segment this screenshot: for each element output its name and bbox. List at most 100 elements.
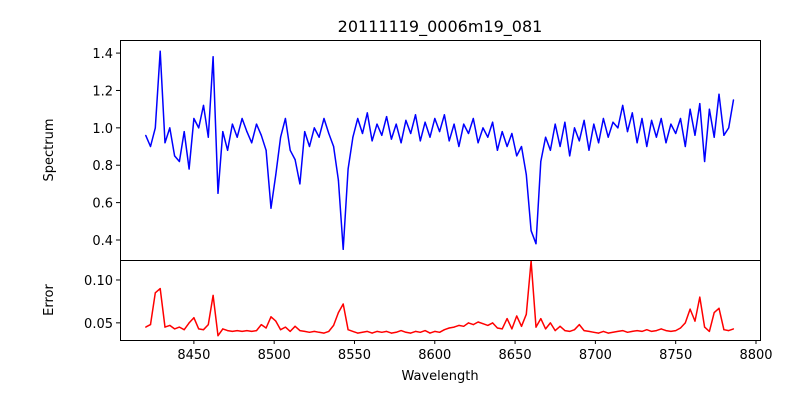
error-data-point: [217, 335, 219, 337]
spectrum-data-point: [641, 117, 643, 120]
error-data-point: [607, 332, 609, 334]
spectrum-data-point: [487, 136, 489, 138]
spectrum-data-point: [410, 132, 412, 135]
error-data-point: [164, 326, 166, 328]
spectrum-data-point: [202, 104, 205, 107]
error-data-point: [270, 316, 272, 318]
spectrum-data-point: [294, 159, 296, 161]
spectrum-data-point: [491, 121, 494, 123]
error-data-point: [448, 327, 450, 329]
spectrum-data-point: [390, 138, 393, 140]
spectrum-data-point: [482, 127, 484, 129]
error-data-point: [169, 324, 171, 327]
error-data-point: [458, 324, 460, 327]
spectrum-data-point: [544, 136, 547, 138]
spectrum-data-point: [496, 149, 499, 151]
error-data-point: [641, 330, 643, 333]
spectrum-data-point: [251, 142, 253, 144]
error-data-point: [390, 332, 393, 334]
spectrum-data-point: [333, 145, 335, 148]
error-data-point: [535, 326, 537, 328]
spectrum-data-point: [429, 136, 431, 138]
spectrum-data-point: [540, 160, 542, 163]
error-data-point: [366, 330, 368, 333]
spectrum-data-point: [559, 145, 561, 148]
spectrum-data-point: [593, 123, 595, 125]
error-data-point: [231, 330, 234, 333]
spectrum-data-point: [405, 119, 407, 121]
error-data-point: [487, 324, 489, 327]
error-data-point: [472, 323, 474, 326]
spectrum-y-tick-label: 0.8: [92, 159, 113, 174]
spectrum-data-point: [212, 56, 214, 58]
error-data-point: [193, 317, 195, 319]
error-data-point: [723, 329, 725, 331]
error-data-point: [544, 328, 547, 330]
x-tick-label: 8750: [659, 348, 692, 363]
error-data-point: [699, 296, 701, 298]
x-tick-label: 8700: [579, 348, 612, 363]
error-data-point: [694, 320, 696, 322]
spectrum-data-point: [703, 160, 706, 163]
spectrum-data-point: [414, 114, 417, 116]
spectrum-data-point: [207, 136, 209, 138]
error-data-point: [280, 329, 282, 331]
spectrum-data-point: [149, 145, 152, 148]
spectrum-data-point: [549, 149, 552, 151]
spectrum-data-point: [578, 140, 580, 142]
error-data-point: [251, 330, 253, 333]
error-data-point: [660, 328, 662, 330]
error-data-point: [718, 307, 720, 309]
spectrum-data-point: [655, 136, 658, 138]
error-data-point: [357, 332, 359, 334]
error-axes: 0.05 0.10 8450 8500 8550 8600 8650 8700 8750 8800: [84, 260, 773, 363]
error-data-point: [434, 330, 436, 333]
spectrum-y-tick-label: 1.4: [92, 47, 113, 62]
error-data-point: [149, 323, 152, 326]
spectrum-data-point: [679, 117, 682, 120]
error-data-point: [578, 323, 580, 326]
spectrum-data-point: [602, 117, 605, 120]
spectrum-data-point: [159, 50, 161, 52]
error-data-point: [328, 330, 330, 333]
error-data-point: [506, 317, 508, 320]
error-data-point: [294, 325, 296, 327]
error-data-point: [708, 330, 711, 333]
error-data-point: [202, 329, 205, 331]
error-data-point: [477, 321, 479, 323]
error-data-point: [371, 332, 373, 334]
spectrum-data-point: [723, 134, 725, 136]
spectrum-data-point: [554, 123, 556, 125]
spectrum-data-point: [665, 142, 667, 144]
error-data-point: [227, 329, 229, 332]
spectrum-data-point: [241, 117, 243, 120]
error-data-point: [732, 328, 735, 330]
error-data-point: [597, 332, 600, 334]
error-data-point: [424, 329, 426, 332]
spectrum-data-point: [308, 145, 311, 148]
spectrum-data-point: [675, 132, 677, 135]
error-data-point: [617, 330, 619, 333]
spectrum-data-point: [313, 127, 315, 129]
spectrum-data-point: [636, 142, 638, 144]
spectrum-data-point: [569, 155, 571, 157]
spectrum-data-point: [217, 192, 219, 194]
spectrum-data-point: [255, 123, 258, 125]
error-data-point: [593, 331, 595, 333]
spectrum-data-point: [699, 102, 701, 105]
spectrum-data-point: [670, 123, 672, 125]
spectrum-data-point: [304, 130, 306, 133]
error-data-point: [385, 330, 388, 333]
error-data-point: [352, 330, 354, 333]
spectrum-data-point: [347, 168, 349, 170]
error-data-point: [400, 329, 402, 332]
spectrum-data-point: [684, 145, 686, 148]
spectrum-data-point: [323, 117, 325, 120]
spectrum-data-point: [357, 117, 359, 120]
error-data-point: [333, 324, 335, 327]
x-tick-label: 8450: [177, 348, 210, 363]
error-data-point: [496, 327, 499, 329]
spectrum-data-point: [438, 130, 441, 133]
spectrum-data-point: [588, 149, 590, 151]
